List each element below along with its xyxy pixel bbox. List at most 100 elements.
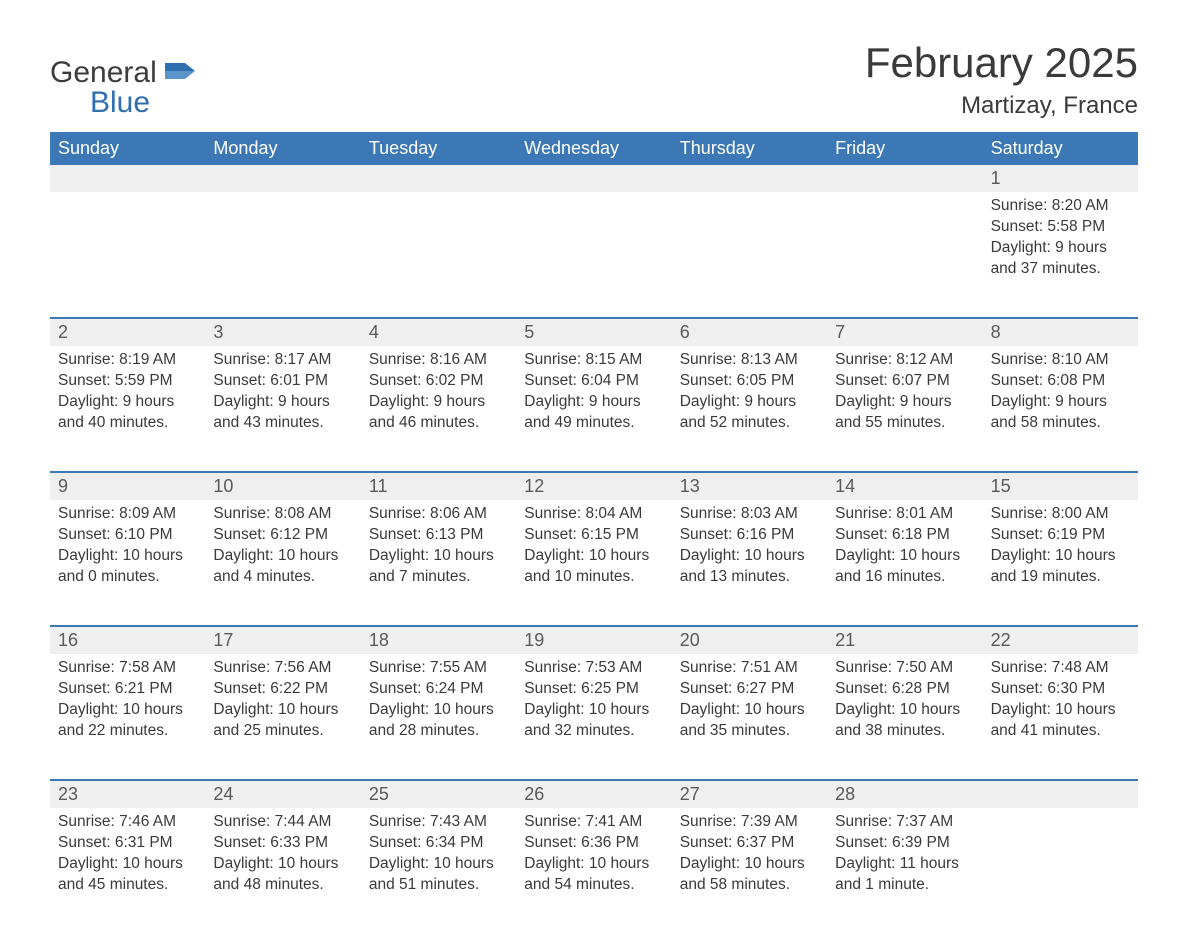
sunset-line: Sunset: 6:31 PM — [58, 833, 197, 854]
day-number — [827, 165, 982, 192]
day-cell: Sunrise: 7:48 AMSunset: 6:30 PMDaylight:… — [983, 654, 1138, 779]
calendar: SundayMondayTuesdayWednesdayThursdayFrid… — [50, 132, 1138, 933]
sunset-line: Sunset: 6:05 PM — [680, 371, 819, 392]
dow-cell: Friday — [827, 132, 982, 165]
sunset-line: Sunset: 6:08 PM — [991, 371, 1130, 392]
sunrise-line: Sunrise: 8:12 AM — [835, 350, 974, 371]
week-row: Sunrise: 8:09 AMSunset: 6:10 PM Daylight:… — [50, 500, 1138, 625]
daylight-line: Daylight: 9 hours and 40 minutes. — [58, 392, 197, 434]
day-number — [516, 165, 671, 192]
dow-cell: Sunday — [50, 132, 205, 165]
day-number: 22 — [983, 627, 1138, 654]
daylight-line: Daylight: 10 hours and 38 minutes. — [835, 700, 974, 742]
sunrise-line: Sunrise: 8:03 AM — [680, 504, 819, 525]
daylight-line: Daylight: 10 hours and 16 minutes. — [835, 546, 974, 588]
location: Martizay, France — [865, 92, 1138, 120]
logo-text: General Blue — [50, 58, 195, 118]
daylight-line: Daylight: 10 hours and 10 minutes. — [524, 546, 663, 588]
sunset-line: Sunset: 6:33 PM — [213, 833, 352, 854]
day-cell: Sunrise: 8:01 AMSunset: 6:18 PMDaylight:… — [827, 500, 982, 625]
sunrise-line: Sunrise: 8:09 AM — [58, 504, 197, 525]
day-cell — [827, 192, 982, 317]
month-title: February 2025 — [865, 40, 1138, 86]
day-cell: Sunrise: 7:39 AMSunset: 6:37 PMDaylight:… — [672, 808, 827, 933]
day-cell — [50, 192, 205, 317]
week-row: Sunrise: 8:19 AMSunset: 5:59 PMDaylight:… — [50, 346, 1138, 471]
daylight-line: Daylight: 10 hours and 19 minutes. — [991, 546, 1130, 588]
sunset-line: Sunset: 6:04 PM — [524, 371, 663, 392]
day-cell: Sunrise: 7:56 AMSunset: 6:22 PMDaylight:… — [205, 654, 360, 779]
sunrise-line: Sunrise: 7:56 AM — [213, 658, 352, 679]
sunset-line: Sunset: 6:28 PM — [835, 679, 974, 700]
day-number: 8 — [983, 319, 1138, 346]
dow-cell: Saturday — [983, 132, 1138, 165]
day-number: 23 — [50, 781, 205, 808]
sunrise-line: Sunrise: 7:37 AM — [835, 812, 974, 833]
daylight-line: Daylight: 9 hours and 49 minutes. — [524, 392, 663, 434]
week-row: Sunrise: 7:58 AMSunset: 6:21 PMDaylight:… — [50, 654, 1138, 779]
flag-icon — [165, 58, 195, 88]
day-number — [50, 165, 205, 192]
daylight-line: Daylight: 10 hours and 48 minutes. — [213, 854, 352, 896]
dow-cell: Tuesday — [361, 132, 516, 165]
day-number: 26 — [516, 781, 671, 808]
weeks-container: 1Sunrise: 8:20 AMSunset: 5:58 PMDaylight… — [50, 165, 1138, 933]
day-cell: Sunrise: 8:10 AMSunset: 6:08 PMDaylight:… — [983, 346, 1138, 471]
daylight-line: Daylight: 10 hours and 28 minutes. — [369, 700, 508, 742]
sunset-line: Sunset: 6:37 PM — [680, 833, 819, 854]
sunrise-line: Sunrise: 7:44 AM — [213, 812, 352, 833]
sunset-line: Sunset: 6:13 PM — [369, 525, 508, 546]
sunset-line: Sunset: 5:58 PM — [991, 217, 1130, 238]
sunset-line: Sunset: 6:19 PM — [991, 525, 1130, 546]
sunset-line: Sunset: 6:39 PM — [835, 833, 974, 854]
sunset-line: Sunset: 6:22 PM — [213, 679, 352, 700]
sunrise-line: Sunrise: 7:58 AM — [58, 658, 197, 679]
daylight-line: Daylight: 10 hours and 25 minutes. — [213, 700, 352, 742]
day-cell: Sunrise: 7:58 AMSunset: 6:21 PMDaylight:… — [50, 654, 205, 779]
day-number: 11 — [361, 473, 516, 500]
daylight-line: Daylight: 10 hours and 45 minutes. — [58, 854, 197, 896]
day-number: 27 — [672, 781, 827, 808]
sunset-line: Sunset: 6:34 PM — [369, 833, 508, 854]
sunrise-line: Sunrise: 8:06 AM — [369, 504, 508, 525]
dow-cell: Wednesday — [516, 132, 671, 165]
day-cell: Sunrise: 8:08 AMSunset: 6:12 PMDaylight:… — [205, 500, 360, 625]
day-cell: Sunrise: 8:13 AMSunset: 6:05 PMDaylight:… — [672, 346, 827, 471]
sunrise-line: Sunrise: 8:01 AM — [835, 504, 974, 525]
sunrise-line: Sunrise: 8:16 AM — [369, 350, 508, 371]
logo-line2: Blue — [90, 88, 150, 118]
day-cell — [361, 192, 516, 317]
day-number: 25 — [361, 781, 516, 808]
sunrise-line: Sunrise: 7:55 AM — [369, 658, 508, 679]
day-number — [361, 165, 516, 192]
day-number: 19 — [516, 627, 671, 654]
sunset-line: Sunset: 6:10 PM — [58, 525, 197, 546]
sunrise-line: Sunrise: 7:50 AM — [835, 658, 974, 679]
day-cell: Sunrise: 8:03 AMSunset: 6:16 PMDaylight:… — [672, 500, 827, 625]
logo: General Blue — [50, 40, 195, 118]
daylight-line: Daylight: 9 hours and 46 minutes. — [369, 392, 508, 434]
sunset-line: Sunset: 6:02 PM — [369, 371, 508, 392]
day-cell: Sunrise: 7:37 AMSunset: 6:39 PMDaylight:… — [827, 808, 982, 933]
day-number: 13 — [672, 473, 827, 500]
day-cell: Sunrise: 8:12 AMSunset: 6:07 PMDaylight:… — [827, 346, 982, 471]
day-cell — [516, 192, 671, 317]
day-number — [983, 781, 1138, 808]
daylight-line: Daylight: 10 hours and 22 minutes. — [58, 700, 197, 742]
day-number: 3 — [205, 319, 360, 346]
sunrise-line: Sunrise: 8:20 AM — [991, 196, 1130, 217]
title-block: February 2025 Martizay, France — [865, 40, 1138, 120]
day-number: 28 — [827, 781, 982, 808]
sunrise-line: Sunrise: 8:19 AM — [58, 350, 197, 371]
week-row: Sunrise: 7:46 AMSunset: 6:31 PMDaylight:… — [50, 808, 1138, 933]
day-cell: Sunrise: 7:46 AMSunset: 6:31 PMDaylight:… — [50, 808, 205, 933]
sunrise-line: Sunrise: 7:53 AM — [524, 658, 663, 679]
daylight-line: Daylight: 11 hours and 1 minute. — [835, 854, 974, 896]
header: General Blue February 2025 Martizay, Fra… — [50, 40, 1138, 120]
daylight-line: Daylight: 9 hours and 58 minutes. — [991, 392, 1130, 434]
sunrise-line: Sunrise: 7:43 AM — [369, 812, 508, 833]
sunrise-line: Sunrise: 8:00 AM — [991, 504, 1130, 525]
daynum-row: 232425262728 — [50, 781, 1138, 808]
dow-cell: Monday — [205, 132, 360, 165]
sunrise-line: Sunrise: 8:15 AM — [524, 350, 663, 371]
